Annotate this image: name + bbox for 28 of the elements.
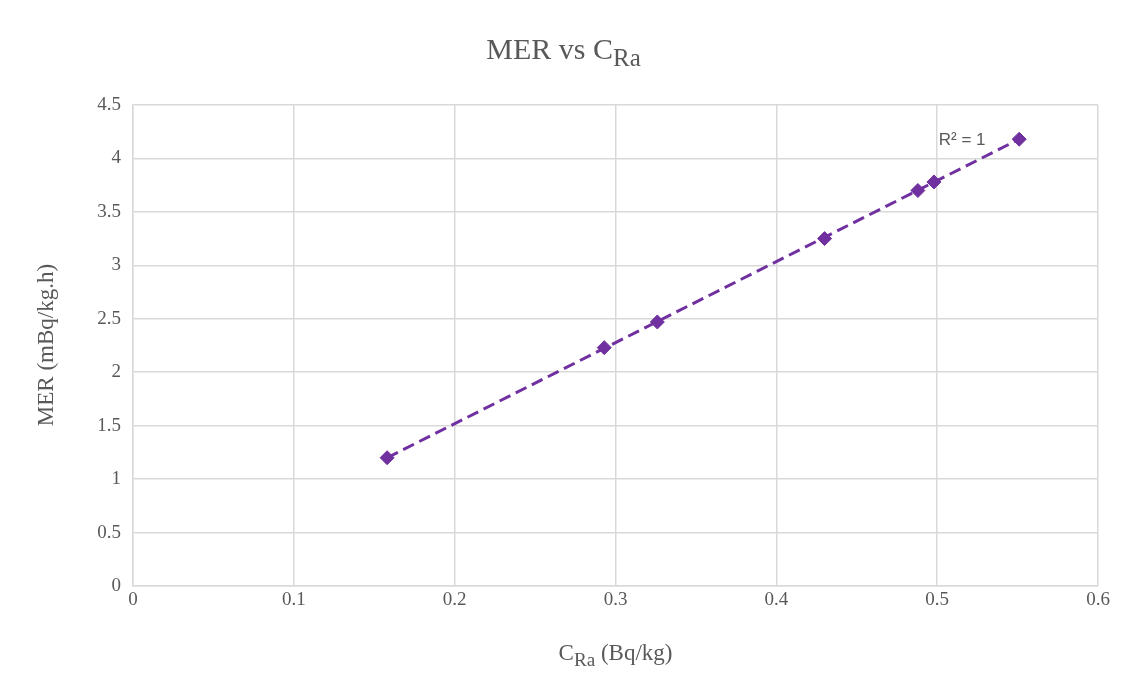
x-axis-title: C$_{Ra}$ (Bq/kg) xyxy=(557,640,674,671)
y-tick-label: 1.5 xyxy=(97,413,121,435)
chart-title: MER vs C$_{Ra}$ xyxy=(485,32,642,72)
point xyxy=(926,174,942,190)
y-tick-label: 2 xyxy=(111,360,121,382)
point xyxy=(596,340,612,356)
x-tick-label: 0.6 xyxy=(1086,588,1110,610)
x-tick-label: 0.2 xyxy=(442,588,467,610)
point xyxy=(649,314,665,330)
x-tick-label: 0.4 xyxy=(764,588,789,610)
y-axis-title: MER (mBq/kg.h) xyxy=(33,263,59,427)
point xyxy=(379,450,395,466)
x-tick-label: 0.3 xyxy=(603,588,628,610)
y-tick-label: 4 xyxy=(111,146,122,168)
point xyxy=(910,183,926,199)
y-tick-label: 3 xyxy=(111,253,121,275)
y-tick-label: 2.5 xyxy=(97,306,121,328)
y-tick-label: 1 xyxy=(111,467,121,489)
y-tick-label: 4.5 xyxy=(97,92,121,114)
x-tick-label: 0.5 xyxy=(925,588,950,610)
point xyxy=(817,231,833,247)
y-tick-label: 0.5 xyxy=(97,520,121,542)
annotation: R² = 1 xyxy=(938,129,986,149)
point xyxy=(1011,131,1027,147)
x-tick-label: 0.1 xyxy=(281,588,306,610)
y-tick-label: 3.5 xyxy=(97,199,121,221)
x-tick-label: 0 xyxy=(128,588,138,610)
y-tick-label: 0 xyxy=(111,573,121,595)
